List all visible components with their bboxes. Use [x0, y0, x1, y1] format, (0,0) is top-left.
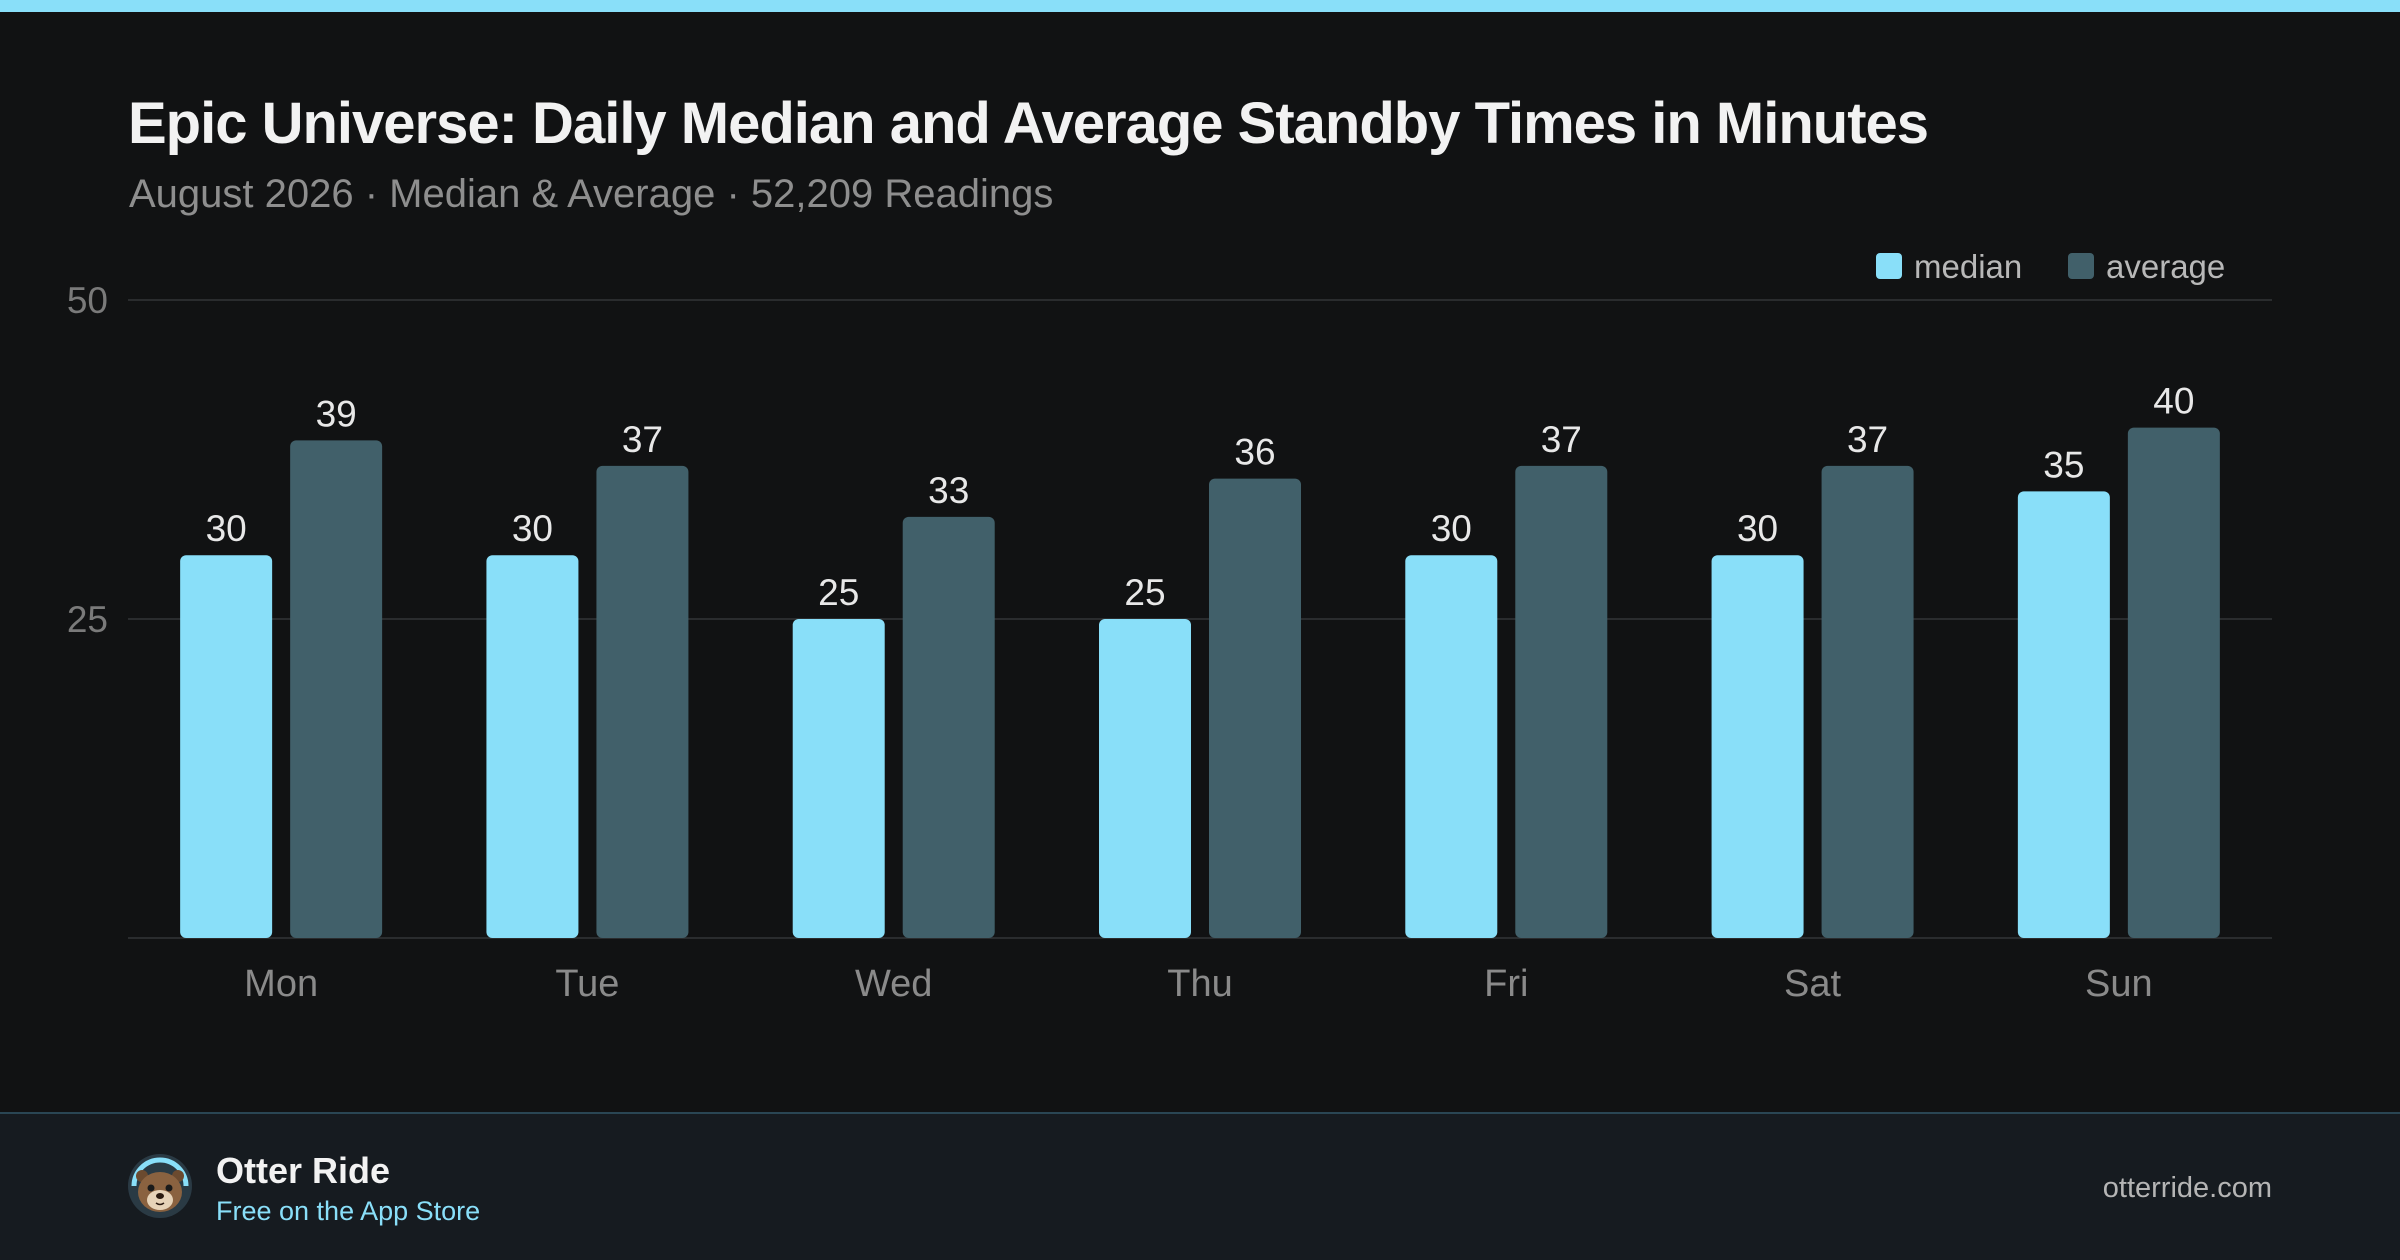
- data-label-median: 30: [206, 508, 247, 549]
- x-tick-label: Thu: [1167, 963, 1232, 1005]
- bar-average: [290, 440, 383, 938]
- x-tick-label: Fri: [1484, 963, 1528, 1005]
- legend-swatch-median: [1876, 253, 1902, 279]
- x-tick-label: Mon: [244, 963, 318, 1005]
- bar-median: [1405, 555, 1498, 938]
- data-label-median: 35: [2043, 444, 2084, 485]
- legend-label-average: average: [2106, 248, 2225, 285]
- bar-median: [1099, 619, 1191, 938]
- bar-average: [902, 516, 995, 938]
- top-accent-bar: [0, 0, 2400, 12]
- x-axis-ticks: Mon Tue Wed Thu Fri Sat Sun: [244, 963, 2152, 1005]
- bar-average: [596, 465, 689, 938]
- data-label-median: 25: [1124, 572, 1165, 613]
- footer: Otter Ride Free on the App Store otterri…: [0, 1112, 2400, 1260]
- data-label-median: 30: [1431, 508, 1472, 549]
- x-tick-label: Wed: [855, 963, 932, 1005]
- data-label-average: 37: [622, 419, 663, 460]
- chart: 25 50 30 39 30 37 25 33 25 36 30 37 30 37 35 40 Mon Tue…: [67, 248, 2272, 1005]
- y-tick-label: 25: [67, 599, 108, 640]
- bar-average: [1821, 465, 1914, 938]
- legend: median average: [1876, 248, 2225, 285]
- bar-average: [1515, 465, 1608, 938]
- bar-median: [1711, 555, 1804, 938]
- data-label-average: 36: [1234, 432, 1275, 473]
- bars: [180, 427, 2220, 938]
- bar-median: [792, 619, 885, 938]
- y-tick-label: 50: [67, 280, 108, 321]
- footer-website: otterride.com: [2102, 1172, 2272, 1204]
- x-tick-label: Tue: [555, 963, 619, 1005]
- data-label-average: 33: [928, 470, 969, 511]
- data-label-median: 30: [512, 508, 553, 549]
- data-label-average: 37: [1847, 419, 1888, 460]
- x-tick-label: Sun: [2085, 963, 2153, 1005]
- brand-name: Otter Ride: [216, 1150, 391, 1191]
- data-label-average: 39: [316, 393, 357, 434]
- brand-tagline: Free on the App Store: [216, 1196, 481, 1226]
- chart-title: Epic Universe: Daily Median and Average …: [128, 91, 1929, 156]
- x-tick-label: Sat: [1784, 963, 1841, 1005]
- data-label-average: 40: [2153, 381, 2194, 422]
- gridlines: [128, 299, 2272, 939]
- bar-value-labels: 30 39 30 37 25 33 25 36 30 37 30 37 35 40: [206, 381, 2195, 613]
- y-axis-ticks: 25 50: [67, 280, 108, 640]
- bar-median: [2017, 491, 2110, 938]
- data-label-median: 30: [1737, 508, 1778, 549]
- otter-icon: [128, 1154, 192, 1218]
- bar-average: [1209, 478, 1301, 938]
- chart-subtitle: August 2026 · Median & Average · 52,209 …: [129, 172, 1054, 216]
- bar-median: [180, 555, 273, 938]
- bar-median: [486, 555, 579, 938]
- bar-average: [2127, 427, 2220, 938]
- data-label-median: 25: [818, 572, 859, 613]
- legend-swatch-average: [2068, 253, 2094, 279]
- data-label-average: 37: [1541, 419, 1582, 460]
- legend-label-median: median: [1914, 248, 2022, 285]
